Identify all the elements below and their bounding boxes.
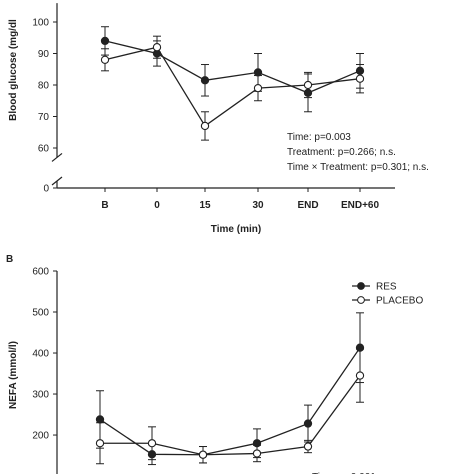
data-point: [152, 43, 162, 52]
series-line: [104, 46, 361, 127]
legend-label: PLACEBO: [376, 296, 423, 307]
y-tick-label: 300: [32, 390, 49, 401]
data-point: [303, 419, 313, 428]
x-tick-label: 15: [199, 200, 211, 211]
x-tick-label: B: [101, 200, 108, 211]
data-point: [198, 450, 208, 459]
data-point: [200, 121, 210, 131]
axis-break: [51, 152, 63, 162]
annotation: Treatment: p=0.266; n.s.: [287, 147, 396, 158]
x-tick-label: 30: [252, 200, 264, 211]
y-tick-label: 70: [38, 112, 50, 123]
y-tick-label: 200: [32, 431, 49, 442]
series-line: [104, 40, 361, 94]
data-point: [303, 80, 313, 90]
data-point: [95, 439, 105, 448]
data-point: [355, 74, 365, 83]
panel-label: B: [6, 254, 13, 265]
x-tick-label: 0: [154, 200, 160, 211]
data-point: [100, 55, 110, 64]
y-tick-label: 100: [32, 18, 49, 29]
axis-break: [51, 176, 63, 186]
y-axis-label: Blood glucose (mg/dl: [8, 19, 19, 121]
series-line: [100, 375, 361, 456]
data-point: [253, 84, 263, 93]
y-tick-label: 60: [38, 144, 50, 155]
legend-marker: [357, 296, 365, 304]
annotation: Time × Treatment: p=0.301; n.s.: [287, 162, 429, 173]
data-point: [147, 439, 157, 448]
data-point: [355, 371, 365, 380]
series-line: [99, 347, 361, 456]
y-tick-label: 80: [38, 81, 50, 92]
x-tick-label: END: [297, 200, 318, 211]
legend-marker: [357, 282, 365, 290]
data-point: [100, 36, 110, 46]
data-point: [253, 68, 263, 77]
y-tick-label: 500: [32, 308, 49, 319]
x-tick-label: END+60: [341, 200, 380, 211]
data-point: [303, 442, 313, 451]
x-axis-label: Time (min): [211, 224, 261, 235]
data-point: [200, 76, 210, 85]
y-tick-label: 400: [32, 349, 49, 360]
annotation: Time: p=0.001: [312, 472, 376, 474]
data-point: [95, 415, 105, 424]
annotation: Time: p=0.003: [287, 132, 351, 143]
y-tick-label: 600: [32, 267, 49, 278]
data-point: [252, 449, 262, 458]
y-tick-label: 0: [43, 184, 49, 195]
y-axis-label: NEFA (mmol/l): [8, 341, 19, 409]
legend-label: RES: [376, 282, 397, 293]
y-tick-label: 90: [38, 49, 50, 60]
